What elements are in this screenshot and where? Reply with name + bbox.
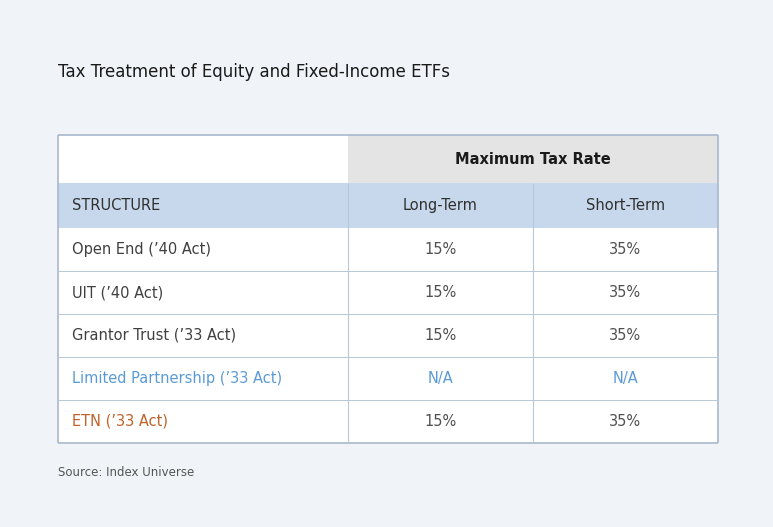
- Text: Grantor Trust (’33 Act): Grantor Trust (’33 Act): [72, 328, 236, 343]
- Text: Long-Term: Long-Term: [403, 198, 478, 213]
- Text: Maximum Tax Rate: Maximum Tax Rate: [455, 151, 611, 167]
- Text: 15%: 15%: [424, 414, 457, 429]
- Text: 35%: 35%: [609, 242, 642, 257]
- Text: 15%: 15%: [424, 242, 457, 257]
- Bar: [348, 135, 718, 183]
- Text: 35%: 35%: [609, 328, 642, 343]
- Text: Source: Index Universe: Source: Index Universe: [58, 465, 194, 479]
- Text: 35%: 35%: [609, 285, 642, 300]
- Text: Limited Partnership (’33 Act): Limited Partnership (’33 Act): [72, 371, 282, 386]
- Bar: [58, 183, 718, 228]
- Text: UIT (’40 Act): UIT (’40 Act): [72, 285, 163, 300]
- Text: N/A: N/A: [427, 371, 454, 386]
- Text: Open End (’40 Act): Open End (’40 Act): [72, 242, 211, 257]
- Text: ETN (’33 Act): ETN (’33 Act): [72, 414, 168, 429]
- Text: N/A: N/A: [613, 371, 638, 386]
- Text: 15%: 15%: [424, 328, 457, 343]
- Text: STRUCTURE: STRUCTURE: [72, 198, 160, 213]
- Text: Tax Treatment of Equity and Fixed-Income ETFs: Tax Treatment of Equity and Fixed-Income…: [58, 63, 450, 81]
- Text: 35%: 35%: [609, 414, 642, 429]
- Bar: [58, 135, 718, 443]
- Text: 15%: 15%: [424, 285, 457, 300]
- Text: Short-Term: Short-Term: [586, 198, 665, 213]
